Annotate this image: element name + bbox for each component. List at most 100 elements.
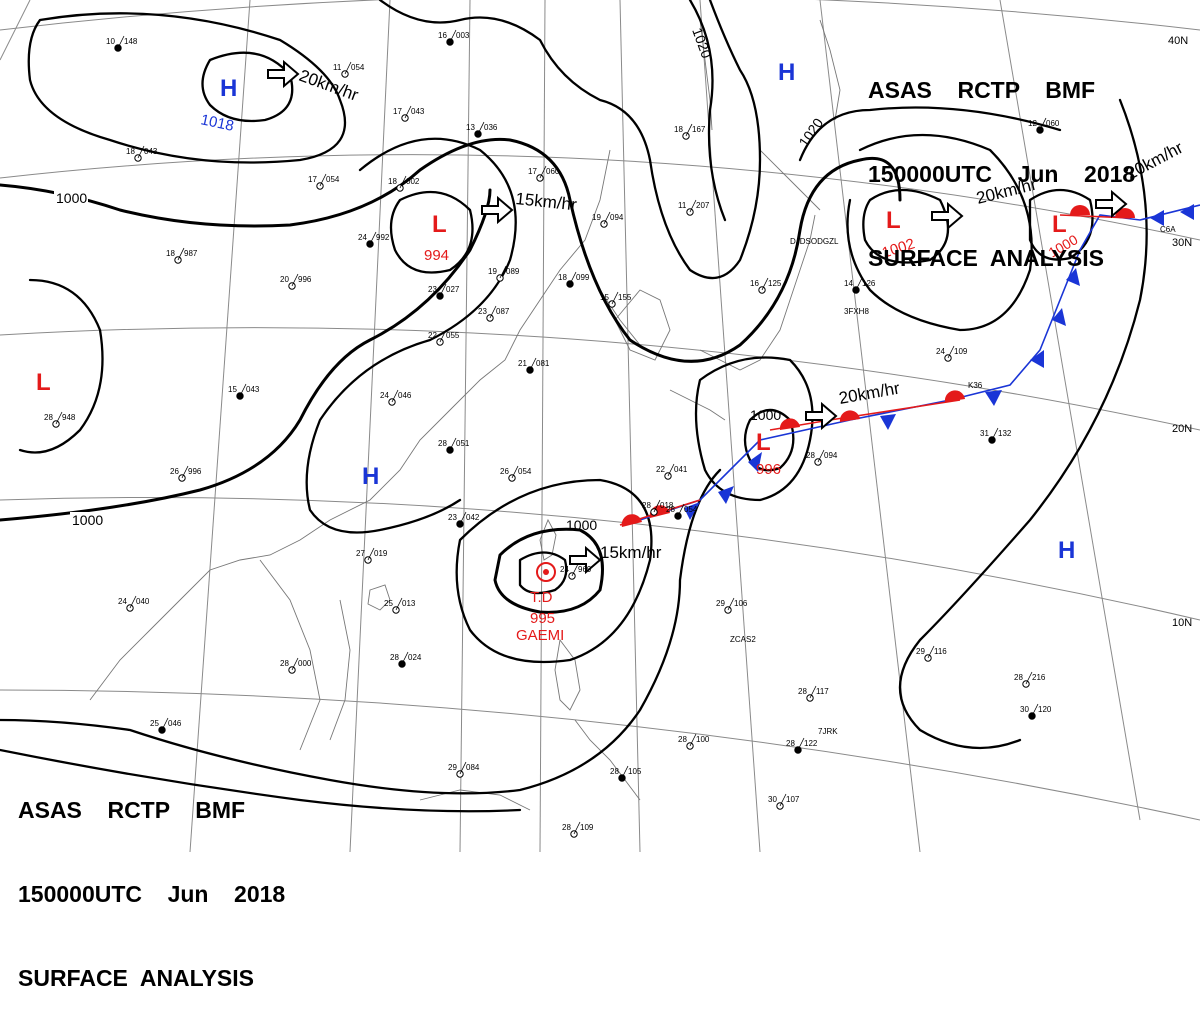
warm-front-semicircle <box>839 410 860 422</box>
wind-barb <box>685 123 693 137</box>
wind-barb <box>855 277 863 291</box>
wind-barb <box>689 733 697 747</box>
low-pressure-symbol: L <box>36 369 51 396</box>
station-pressure: 132 <box>998 429 1012 438</box>
ship-callsigns: DJDSODGZL 3FXH8 K36 ZCAS2 7JRK C6A <box>730 225 1176 736</box>
isobar-994-ring <box>389 190 474 274</box>
station-plot: 30 120 <box>1020 703 1052 720</box>
station-temperature: 24 <box>118 597 127 606</box>
station-temperature: 28 <box>1014 673 1023 682</box>
station-plot: 28 105 <box>610 765 642 782</box>
station-pressure: 054 <box>684 505 698 514</box>
station-plot: 17 060 <box>528 165 560 182</box>
longitude-line <box>819 0 921 852</box>
wind-barb <box>677 503 685 517</box>
station-pressure: 018 <box>660 501 674 510</box>
station-pressure: 109 <box>954 347 968 356</box>
station-temperature: 28 <box>786 739 795 748</box>
td-name: GAEMI <box>516 627 564 644</box>
station-plot: 15 043 <box>228 383 260 400</box>
cold-front-triangle <box>748 452 762 472</box>
isobar-outer-northwest <box>27 12 347 164</box>
station-plot: 24 040 <box>118 595 150 612</box>
header-product-line: ASAS RCTP BMF <box>868 77 1096 103</box>
isobars <box>0 0 1148 813</box>
warm-front-semicircle <box>779 418 800 430</box>
longitude-line <box>189 0 251 852</box>
station-pressure: 116 <box>934 647 947 656</box>
station-pressure: 060 <box>546 167 560 176</box>
wind-barb <box>449 437 457 451</box>
station-plot: 26 996 <box>170 465 202 482</box>
station-pressure: 148 <box>124 37 138 46</box>
station-plot: 27 019 <box>356 547 388 564</box>
motion-arrow <box>267 59 300 89</box>
station-pressure: 109 <box>580 823 594 832</box>
station-temperature: 28 <box>44 413 53 422</box>
station-pressure: 948 <box>62 413 76 422</box>
station-plot: 28 122 <box>786 737 818 754</box>
front-symbols <box>621 204 1194 527</box>
station-temperature: 23 <box>478 307 487 316</box>
station-plot: 18 987 <box>166 247 198 264</box>
station-temperature: 15 <box>228 385 237 394</box>
wind-barb <box>653 499 661 513</box>
wind-barb <box>459 511 467 525</box>
station-pressure: 087 <box>496 307 510 316</box>
station-temperature: 28 <box>390 653 399 662</box>
station-pressure: 042 <box>466 513 480 522</box>
station-plot: 18 002 <box>388 175 420 192</box>
longitude-line <box>459 0 471 852</box>
station-pressure: 167 <box>692 125 706 134</box>
station-temperature: 12 <box>1028 119 1037 128</box>
station-pressure: 040 <box>136 597 150 606</box>
warm-front-semicircle <box>1070 205 1090 215</box>
isobar-1000-north <box>0 137 902 363</box>
station-pressure: 046 <box>168 719 182 728</box>
station-pressure: 094 <box>610 213 624 222</box>
station-temperature: 18 <box>126 147 135 156</box>
motion-arrow <box>569 545 602 575</box>
longitude-line <box>0 0 31 61</box>
station-pressure: 125 <box>768 279 782 288</box>
wind-barb <box>489 305 497 319</box>
stationary-front-line-east <box>639 204 1200 521</box>
station-temperature: 28 <box>642 501 651 510</box>
wind-barb <box>529 357 537 371</box>
warm-front-semicircle <box>621 514 642 527</box>
station-plot: 28 100 <box>678 733 710 750</box>
station-plot: 28 109 <box>562 821 594 838</box>
station-plot: 13 036 <box>466 121 498 138</box>
station-plot: 29 106 <box>716 597 748 614</box>
wind-barb <box>367 547 375 561</box>
station-pressure: 002 <box>406 177 420 186</box>
station-temperature: 28 <box>562 823 571 832</box>
wind-barb <box>439 329 447 343</box>
station-temperature: 13 <box>466 123 475 132</box>
latitude-line-0 <box>0 689 1200 821</box>
station-pressure: 043 <box>144 147 158 156</box>
ship-callsign: DJDSODGZL <box>790 237 839 246</box>
station-temperature: 28 <box>280 659 289 668</box>
wind-barb <box>611 291 619 305</box>
chart-header-bottom: ASAS RCTP BMF 150000UTC Jun 2018 SURFACE… <box>18 740 285 1020</box>
station-pressure: 992 <box>376 233 390 242</box>
station-plot: 28 024 <box>390 651 422 668</box>
station-plot: 22 041 <box>656 463 688 480</box>
isobar-1000-east-ring <box>1028 188 1094 261</box>
station-pressure: 043 <box>411 107 425 116</box>
station-plot: 19 094 <box>592 211 624 228</box>
station-temperature: 17 <box>393 107 402 116</box>
wind-barb <box>459 761 467 775</box>
wind-barb <box>291 657 299 671</box>
station-plot: 31 132 <box>980 427 1012 444</box>
wind-barb <box>689 199 697 213</box>
isobar-td-envelope <box>455 478 653 664</box>
station-temperature: 18 <box>388 177 397 186</box>
td-center-dot <box>543 569 549 575</box>
station-temperature: 16 <box>438 31 447 40</box>
latitude-label: 20N <box>1172 423 1192 435</box>
movement-arrows <box>267 59 1128 575</box>
station-plot: 28 117 <box>798 685 829 702</box>
station-plot: 28 948 <box>44 411 76 428</box>
